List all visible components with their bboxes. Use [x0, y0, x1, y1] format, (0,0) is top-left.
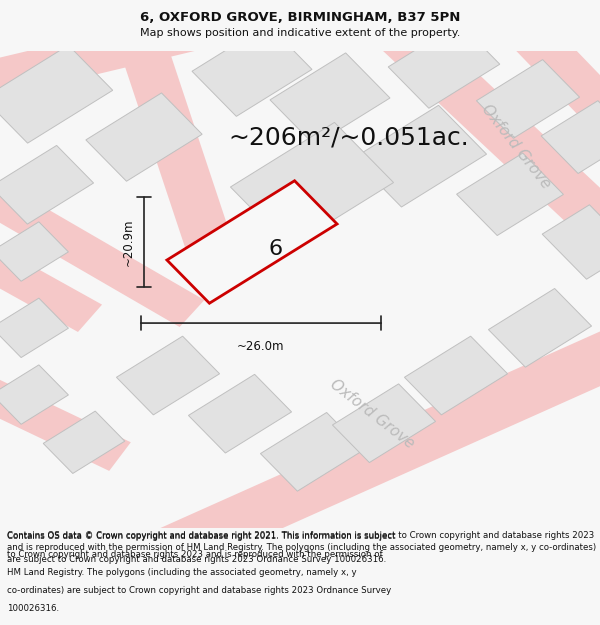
Text: ~20.9m: ~20.9m	[122, 218, 135, 266]
Polygon shape	[0, 171, 205, 327]
Text: ~26.0m: ~26.0m	[237, 340, 285, 352]
Polygon shape	[388, 23, 500, 108]
Text: 100026316.: 100026316.	[7, 604, 59, 612]
Text: Map shows position and indicative extent of the property.: Map shows position and indicative extent…	[140, 28, 460, 39]
Polygon shape	[0, 222, 68, 281]
Polygon shape	[488, 289, 592, 367]
Polygon shape	[153, 317, 600, 572]
Polygon shape	[542, 205, 600, 279]
Polygon shape	[0, 365, 68, 424]
Polygon shape	[230, 122, 394, 247]
Polygon shape	[0, 371, 131, 471]
Polygon shape	[270, 53, 390, 145]
Text: Oxford Grove: Oxford Grove	[479, 102, 553, 192]
Text: 6: 6	[269, 239, 283, 259]
Polygon shape	[0, 238, 102, 332]
Polygon shape	[192, 24, 312, 116]
Polygon shape	[0, 146, 94, 224]
Text: 6, OXFORD GROVE, BIRMINGHAM, B37 5PN: 6, OXFORD GROVE, BIRMINGHAM, B37 5PN	[140, 11, 460, 24]
Text: Contains OS data © Crown copyright and database right 2021. This information is : Contains OS data © Crown copyright and d…	[7, 532, 396, 541]
Polygon shape	[90, 533, 570, 571]
Polygon shape	[332, 384, 436, 462]
Polygon shape	[188, 374, 292, 453]
Polygon shape	[0, 298, 68, 358]
Polygon shape	[541, 101, 600, 174]
Polygon shape	[167, 181, 337, 303]
Polygon shape	[260, 412, 364, 491]
Polygon shape	[491, 1, 600, 168]
Text: Contains OS data © Crown copyright and database right 2021. This information is : Contains OS data © Crown copyright and d…	[7, 531, 596, 564]
Text: HM Land Registry. The polygons (including the associated geometry, namely x, y: HM Land Registry. The polygons (includin…	[7, 568, 357, 577]
Polygon shape	[86, 93, 202, 181]
Polygon shape	[109, 8, 239, 271]
Text: Oxford Grove: Oxford Grove	[327, 376, 417, 451]
Polygon shape	[43, 411, 125, 474]
Polygon shape	[476, 59, 580, 138]
Polygon shape	[358, 0, 600, 280]
Polygon shape	[0, 0, 277, 103]
Text: ~206m²/~0.051ac.: ~206m²/~0.051ac.	[228, 125, 469, 149]
Text: co-ordinates) are subject to Crown copyright and database rights 2023 Ordnance S: co-ordinates) are subject to Crown copyr…	[7, 586, 391, 595]
Polygon shape	[116, 336, 220, 415]
Polygon shape	[0, 45, 113, 143]
Text: to Crown copyright and database rights 2023 and is reproduced with the permissio: to Crown copyright and database rights 2…	[7, 550, 383, 559]
Polygon shape	[457, 153, 563, 236]
Polygon shape	[404, 336, 508, 415]
Polygon shape	[353, 106, 487, 207]
